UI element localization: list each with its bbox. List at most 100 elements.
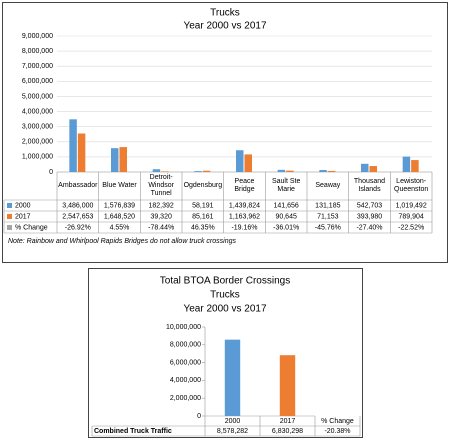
y-tick-label: 8,000,000 — [170, 342, 201, 349]
x-tick-label-box: Lewiston-Queenston — [394, 178, 429, 193]
table-value: 85,161 — [192, 213, 214, 220]
note: Note: Rainbow and Whirlpool Rapids Bridg… — [8, 238, 236, 245]
x-tick-label-box: Ogdensburg — [183, 182, 223, 189]
table-value: 1,439,824 — [229, 202, 260, 209]
table-value: 182,392 — [149, 202, 174, 209]
bar — [327, 170, 336, 172]
chart-subtitle: Year 2000 vs 2017 — [183, 304, 266, 315]
table-value: 58,191 — [192, 202, 214, 209]
bar — [319, 170, 327, 172]
table-value: 789,904 — [399, 213, 424, 220]
y-tick-label: 10,000,000 — [166, 324, 201, 331]
table-value: 141,656 — [274, 202, 299, 209]
x-tick-label: 2000 — [225, 418, 241, 425]
bar — [244, 154, 252, 172]
bar — [402, 156, 411, 172]
bar — [224, 339, 241, 416]
bar — [277, 169, 286, 172]
table-value: -45.76% — [315, 224, 341, 231]
table-value: 8,578,282 — [217, 428, 248, 435]
y-tick-label: 8,000,000 — [22, 48, 53, 55]
legend-swatch — [7, 225, 12, 230]
legend-label: 2017 — [15, 213, 31, 220]
y-tick-label: 4,000,000 — [22, 108, 53, 115]
x-tick-label: Ogdensburg — [183, 182, 223, 189]
table-value: 1,163,962 — [229, 213, 260, 220]
y-tick-label: 6,000,000 — [170, 359, 201, 366]
table-value: 1,576,839 — [104, 202, 135, 209]
chart-subtitle: Year 2000 vs 2017 — [183, 21, 266, 32]
table-value: -26.92% — [65, 224, 91, 231]
table-value: -36.01% — [273, 224, 299, 231]
x-tick-label: Thousand Islands — [353, 178, 386, 193]
y-tick-label: 0 — [197, 413, 201, 420]
chart-frame — [2, 2, 448, 263]
table-value: 542,703 — [357, 202, 382, 209]
x-tick-label: Detroit-Windsor Tunnel — [148, 174, 174, 197]
y-tick-label: 6,000,000 — [22, 78, 53, 85]
table-value: 2,547,653 — [62, 213, 93, 220]
table-value: 1,648,520 — [104, 213, 135, 220]
x-tick-label-box: Sault Ste Marie — [271, 178, 301, 193]
table-value: -22.52% — [398, 224, 424, 231]
table-value: 4.55% — [110, 224, 130, 231]
bar — [369, 166, 377, 172]
table-value: 90,645 — [275, 213, 297, 220]
bar — [202, 170, 211, 172]
x-tick-label-box: Seaway — [315, 182, 341, 189]
table-value: 393,980 — [357, 213, 382, 220]
bar — [77, 133, 86, 172]
x-tick-label: Peace Bridge — [234, 178, 255, 193]
table-value: -20.38% — [324, 428, 350, 435]
table-value: 131,185 — [315, 202, 340, 209]
x-tick-label-box: Ambassador — [58, 182, 98, 189]
table-value: 6,830,298 — [272, 428, 303, 435]
bar — [411, 160, 419, 172]
y-tick-label: 1,000,000 — [22, 154, 53, 161]
y-tick-label: 4,000,000 — [170, 377, 201, 384]
chart-subtitle: Trucks — [210, 290, 240, 301]
x-tick-label: 2017 — [280, 418, 296, 425]
x-tick-label: Lewiston-Queenston — [394, 178, 429, 193]
legend-label: 2000 — [15, 202, 31, 209]
legend-swatch — [7, 203, 12, 208]
x-tick-label-box: Blue Water — [102, 182, 137, 189]
table-value: 71,153 — [317, 213, 339, 220]
y-tick-label: 3,000,000 — [22, 124, 53, 131]
bar — [236, 150, 244, 172]
table-value: 1,019,492 — [396, 202, 427, 209]
x-tick-label-box: Detroit-Windsor Tunnel — [148, 174, 174, 197]
y-tick-label: 2,000,000 — [22, 139, 53, 146]
bar — [161, 171, 169, 172]
table-value: -27.40% — [356, 224, 382, 231]
bar — [286, 170, 294, 172]
legend-swatch — [7, 214, 12, 219]
bar — [152, 169, 161, 172]
table-value: 3,486,000 — [62, 202, 93, 209]
table-header: % Change — [321, 418, 354, 425]
table-value: 39,320 — [150, 213, 172, 220]
table-value: -19.16% — [231, 224, 257, 231]
bar — [119, 147, 127, 172]
y-tick-label: 2,000,000 — [170, 395, 201, 402]
bar — [111, 148, 119, 172]
row-label: % Change — [15, 224, 48, 231]
y-tick-label: 7,000,000 — [22, 63, 53, 70]
y-tick-label: 9,000,000 — [22, 33, 53, 40]
y-tick-label: 0 — [49, 169, 53, 176]
bar — [69, 119, 77, 172]
chart-title: Trucks — [210, 8, 240, 19]
row-label: Combined Truck Traffic — [94, 428, 172, 435]
x-tick-label: Seaway — [315, 182, 341, 189]
bar — [194, 171, 202, 172]
table-value: 46.35% — [191, 224, 215, 231]
y-tick-label: 5,000,000 — [22, 93, 53, 100]
x-tick-label-box: Peace Bridge — [234, 178, 255, 193]
x-tick-label: Sault Ste Marie — [271, 178, 301, 193]
bar — [279, 355, 296, 416]
x-tick-label: Ambassador — [58, 182, 98, 189]
x-tick-label: Blue Water — [102, 182, 137, 189]
chart-title: Total BTOA Border Crossings — [160, 276, 290, 287]
